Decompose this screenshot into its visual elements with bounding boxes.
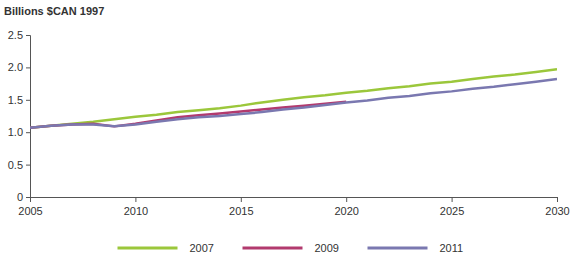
y-axis: 0 0.5 1.0 1.5 2.0 2.5 <box>8 29 31 203</box>
x-tick-mark <box>452 197 453 202</box>
y-tick-label: 2.0 <box>8 61 23 73</box>
y-tick-mark <box>26 67 30 68</box>
x-tick: 2025 <box>440 197 464 217</box>
y-tick-label: 1.0 <box>8 126 23 138</box>
y-axis-line <box>26 36 31 198</box>
y-tick: 0 <box>17 191 30 203</box>
x-tick-mark <box>135 197 136 202</box>
y-tick-mark <box>26 197 30 198</box>
y-tick: 2.0 <box>8 61 30 73</box>
x-tick-label: 2005 <box>18 205 42 217</box>
series-line <box>30 69 557 127</box>
legend-swatch <box>368 247 428 250</box>
x-tick: 2030 <box>545 197 569 217</box>
y-tick-label: 0 <box>17 191 23 203</box>
x-tick: 2015 <box>229 197 253 217</box>
lines <box>30 69 557 127</box>
y-tick-mark <box>26 165 30 166</box>
x-tick-label: 2030 <box>545 205 569 217</box>
series-line <box>30 79 557 128</box>
x-tick-label: 2020 <box>334 205 358 217</box>
y-axis-title: Billions $CAN 1997 <box>4 5 104 17</box>
legend-label: 2011 <box>440 242 464 254</box>
legend-swatch <box>118 247 178 250</box>
y-tick-mark <box>26 132 30 133</box>
legend-label: 2009 <box>315 242 339 254</box>
y-tick-mark <box>26 35 30 36</box>
y-tick: 0.5 <box>8 159 30 171</box>
y-tick-label: 1.5 <box>8 94 23 106</box>
y-tick-label: 2.5 <box>8 29 23 41</box>
y-tick: 1.5 <box>8 94 30 106</box>
x-tick-label: 2025 <box>440 205 464 217</box>
x-tick-label: 2015 <box>229 205 253 217</box>
x-tick-label: 2010 <box>124 205 148 217</box>
x-tick-mark <box>346 197 347 202</box>
y-tick-label: 0.5 <box>8 159 23 171</box>
x-axis: 2005 2010 2015 2020 2025 2030 <box>18 197 569 217</box>
chart: 2005 2010 2015 2020 2025 2030 0 0.5 1.0 1.5 2.0 2.5… <box>0 0 580 275</box>
y-tick: 2.5 <box>8 29 30 41</box>
x-tick-mark <box>241 197 242 202</box>
x-tick: 2010 <box>124 197 148 217</box>
legend-label: 2007 <box>190 242 214 254</box>
y-tick-mark <box>26 100 30 101</box>
x-axis-line <box>31 198 558 203</box>
x-tick: 2020 <box>334 197 358 217</box>
x-tick-mark <box>557 197 558 202</box>
y-tick: 1.0 <box>8 126 30 138</box>
legend: 2007 2009 2011 <box>118 242 464 254</box>
legend-swatch <box>243 247 303 250</box>
